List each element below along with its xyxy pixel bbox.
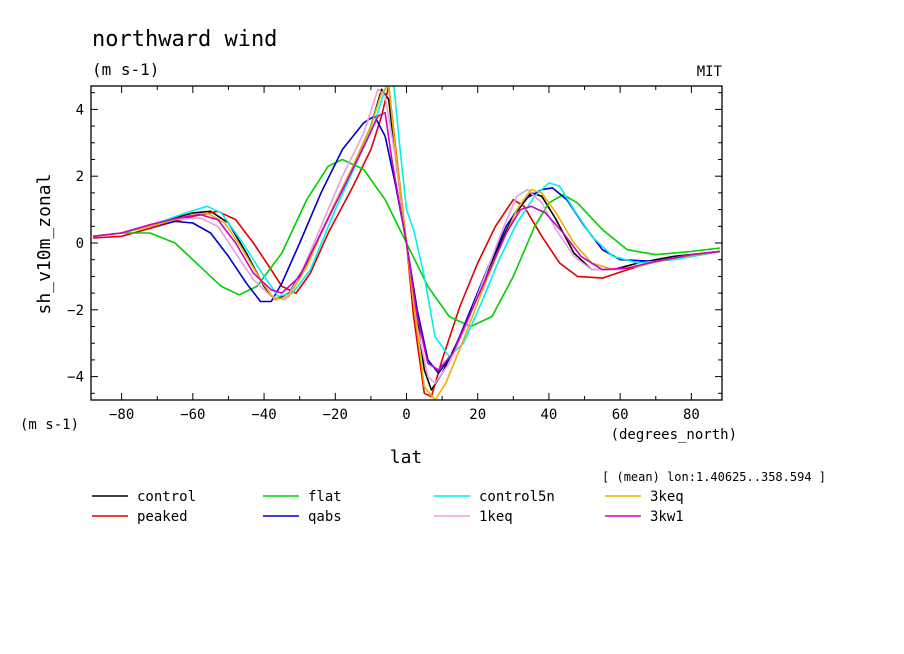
x-tick-label: 0 [402,407,410,423]
legend-item-3keq: 3keq [605,489,684,505]
legend-item-qabs: qabs [263,509,342,525]
legend-item-peaked: peaked [92,509,188,525]
x-tick-label: −60 [180,407,205,423]
legend-label: 3kw1 [650,509,684,525]
y-tick-label: 2 [76,169,84,185]
legend-label: flat [308,489,342,505]
legend-label: 1keq [479,509,513,525]
chart-title: northward wind [92,27,277,52]
y-tick-label: −2 [67,303,84,319]
y-axis-label: sh_v10m_zonal [34,174,55,315]
y-tick-label: 4 [76,102,84,118]
x-tick-label: 40 [541,407,558,423]
legend-item-control: control [92,489,196,505]
legend-label: 3keq [650,489,684,505]
x-axis-label: lat [390,447,423,468]
series-layer [93,86,721,400]
chart-units: (m s-1) [92,60,159,79]
x-tick-label: 20 [469,407,486,423]
source-label: MIT [697,64,723,80]
legend-item-3kw1: 3kw1 [605,509,684,525]
x-tick-label: 80 [683,407,700,423]
mean-annotation: [ (mean) lon:1.40625..358.594 ] [602,470,826,484]
series-line-control5n [93,86,721,358]
x-tick-label: −40 [251,407,276,423]
series-line-3kw1 [93,111,720,371]
legend: control flat control5n 3keq peaked qabs 1keq 3k… [92,489,684,525]
x-tick-label: −20 [323,407,348,423]
y-tick-label: 0 [76,236,84,252]
y-units-label: (m s-1) [20,417,79,433]
legend-label: qabs [308,509,342,525]
x-tick-label: −80 [109,407,134,423]
legend-label: control [137,489,196,505]
legend-item-flat: flat [263,489,342,505]
legend-label: peaked [137,509,188,525]
legend-item-1keq: 1keq [434,509,513,525]
y-tick-label: −4 [67,370,84,386]
x-tick-label: 60 [612,407,629,423]
legend-item-control5n: control5n [434,489,555,505]
legend-label: control5n [479,489,555,505]
x-units-label: (degrees_north) [611,427,737,443]
